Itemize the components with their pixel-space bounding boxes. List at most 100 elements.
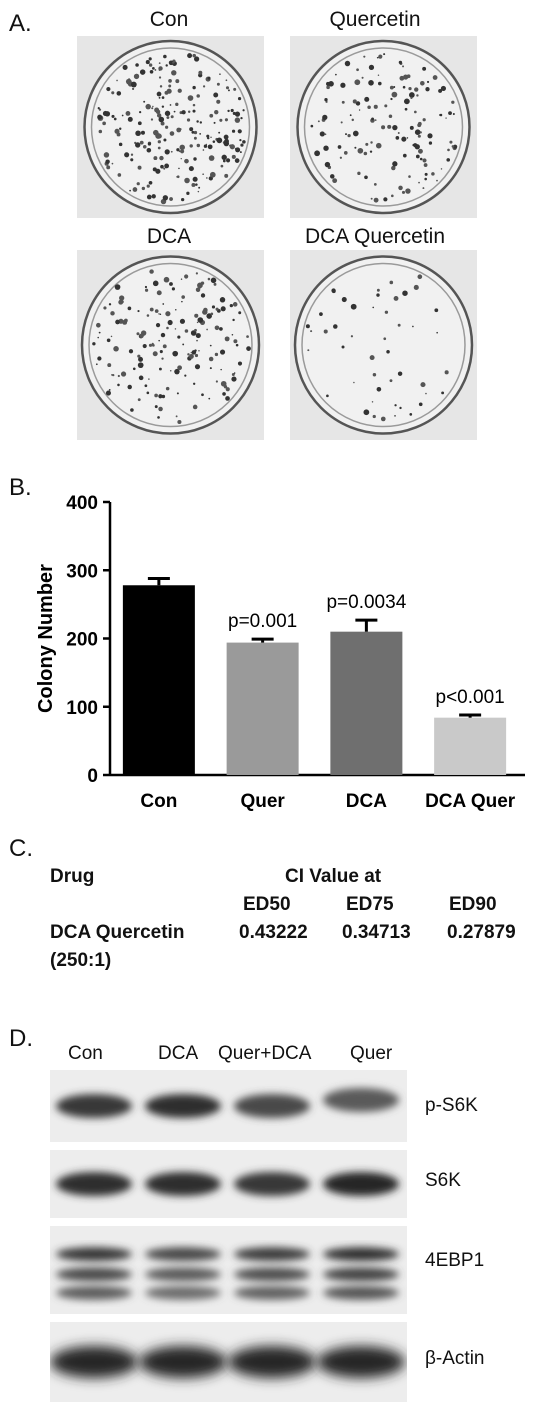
colony (158, 76, 162, 79)
colony (118, 142, 123, 147)
colony (156, 91, 162, 97)
colony (339, 156, 342, 159)
colony (372, 372, 377, 377)
colony (227, 109, 230, 113)
colony (121, 114, 124, 117)
colony (119, 295, 125, 301)
colony (225, 118, 228, 121)
colony (97, 356, 102, 361)
colony (393, 296, 399, 301)
colony (139, 69, 146, 75)
colony (148, 180, 153, 185)
colony (188, 353, 194, 359)
colony (333, 324, 338, 329)
petri-dish-quercetin (290, 36, 477, 218)
colony (200, 281, 205, 285)
protein-band (234, 1285, 310, 1300)
colony (177, 335, 181, 339)
colony (324, 133, 327, 136)
colony (128, 349, 134, 354)
colony (370, 141, 373, 144)
colony (323, 145, 329, 151)
colony (398, 185, 403, 191)
colony (173, 110, 176, 113)
colony (406, 137, 409, 139)
colony (350, 303, 357, 310)
colony (144, 288, 149, 292)
protein-band (145, 1172, 221, 1196)
colony (113, 346, 119, 352)
colony (383, 337, 387, 341)
colony (163, 54, 167, 59)
colony (414, 129, 421, 135)
colony (324, 161, 331, 168)
colony (189, 144, 193, 148)
colony (213, 92, 219, 98)
colony (397, 371, 403, 376)
colony (352, 130, 359, 137)
protein-band (56, 1094, 132, 1118)
colony (439, 113, 442, 116)
colony (156, 113, 162, 118)
colony (188, 166, 194, 172)
colony (181, 110, 186, 115)
colony (146, 314, 150, 317)
colony (198, 349, 200, 352)
protein-band (323, 1088, 399, 1112)
colony (103, 306, 107, 310)
colony (111, 114, 115, 118)
colony (401, 190, 406, 194)
colony (425, 87, 430, 92)
colony (180, 157, 182, 160)
colony (145, 60, 150, 65)
colony (157, 416, 160, 419)
colony (392, 161, 398, 167)
colony (389, 85, 394, 90)
colony (181, 295, 185, 299)
colony (237, 97, 242, 101)
colony (206, 134, 210, 138)
colony (160, 121, 165, 126)
colony (171, 70, 177, 76)
colony (106, 165, 111, 170)
colony (148, 378, 150, 380)
protein-band (228, 1346, 316, 1378)
colony (174, 368, 180, 375)
colony (172, 350, 179, 357)
colony (208, 155, 215, 161)
colony (169, 131, 175, 136)
colony (219, 297, 226, 303)
colony (351, 118, 355, 122)
bar (122, 585, 195, 775)
colony (390, 97, 393, 101)
colony (225, 86, 230, 90)
colony (202, 85, 206, 88)
colony (136, 182, 140, 186)
colony (96, 322, 101, 328)
y-tick-label: 400 (66, 493, 98, 514)
colony (105, 159, 110, 164)
colony (341, 297, 347, 303)
colony (319, 312, 323, 317)
colony (158, 406, 163, 412)
colony (135, 63, 139, 67)
colony (395, 136, 400, 140)
colony (233, 87, 237, 91)
plate-title-con: Con (149, 8, 189, 31)
colony (102, 121, 106, 126)
colony (146, 194, 152, 200)
colony (158, 96, 161, 99)
colony (154, 309, 159, 313)
colony (449, 140, 453, 144)
colony (222, 159, 226, 163)
x-tick-label: DCA Quer (425, 791, 516, 812)
colony (202, 173, 205, 176)
colony (180, 149, 185, 154)
colony (356, 68, 359, 72)
plate-title-dca-quercetin: DCA Quercetin (304, 225, 446, 248)
colony (418, 402, 423, 407)
colony (163, 276, 170, 283)
colony (426, 80, 430, 84)
colony (372, 306, 375, 309)
colony (431, 172, 435, 176)
